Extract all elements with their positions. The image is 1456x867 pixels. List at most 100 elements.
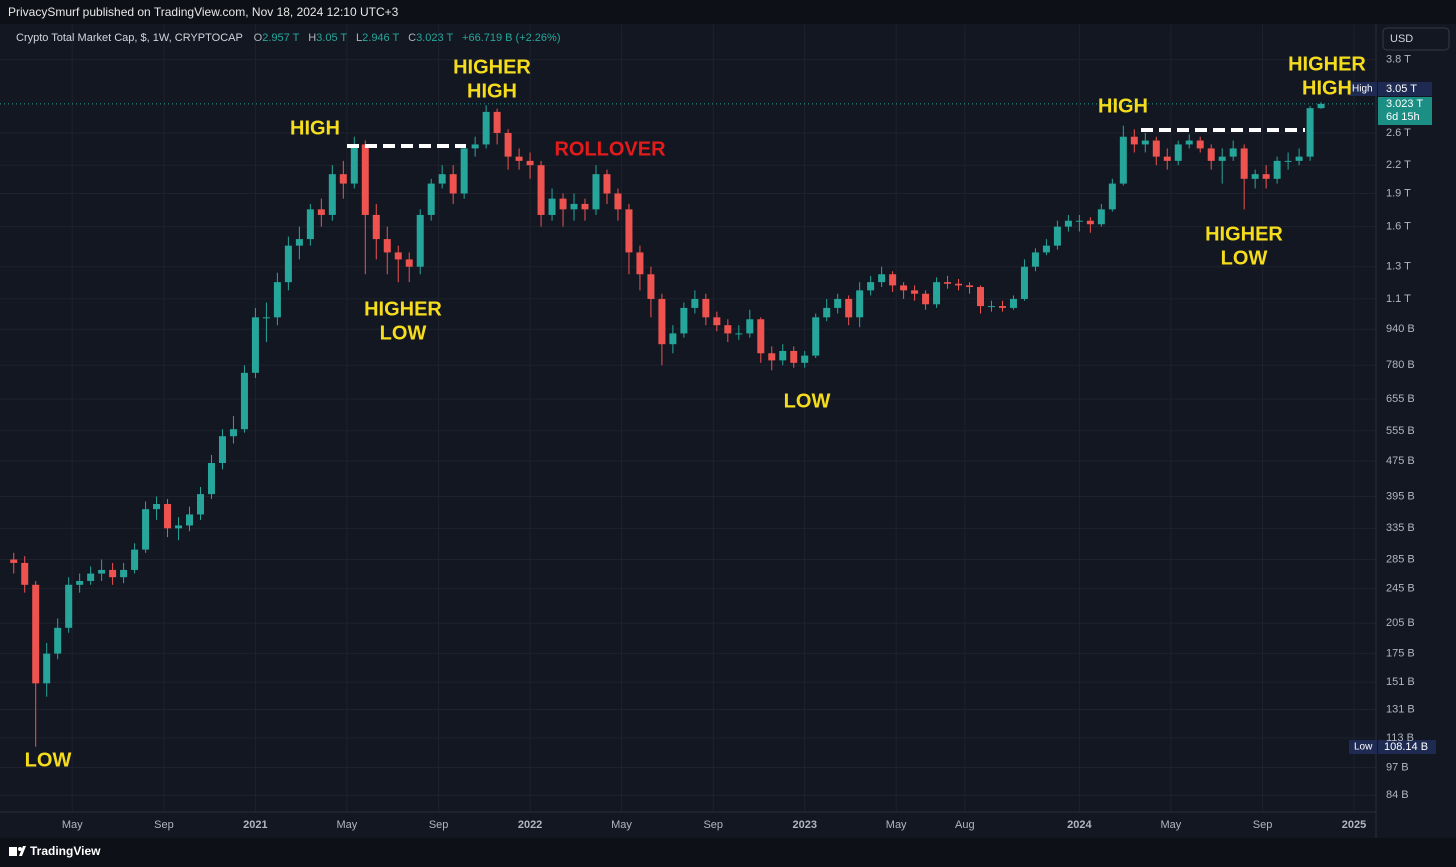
annotation: LOW <box>1221 247 1268 269</box>
candle-body <box>603 174 611 194</box>
change: +66.719 B (+2.26%) <box>462 32 560 44</box>
candle-body <box>1262 174 1270 179</box>
candle-body <box>757 319 765 354</box>
candle-body <box>1009 298 1017 308</box>
candle-body <box>1185 140 1193 145</box>
candle-body <box>987 306 995 308</box>
logo <box>9 846 26 856</box>
x-tick-label: 2025 <box>1342 819 1366 831</box>
candle-body <box>713 317 721 326</box>
candle-body <box>240 372 248 430</box>
grid <box>0 25 1376 812</box>
candle-body <box>350 144 358 184</box>
candle-body <box>537 165 545 215</box>
candle-body <box>1042 245 1050 253</box>
annotation: HIGHER <box>1288 53 1366 75</box>
candle-body <box>1317 103 1325 109</box>
x-tick-label: 2023 <box>792 819 816 831</box>
candle-body <box>295 239 303 246</box>
candle-body <box>416 214 424 267</box>
header-bar <box>0 0 1456 24</box>
y-tick-label: 655 B <box>1386 393 1415 405</box>
x-tick-label: May <box>1160 819 1181 831</box>
currency-button[interactable] <box>1382 27 1450 51</box>
candle-body <box>1229 148 1237 157</box>
candle-body <box>1196 140 1204 149</box>
currency[interactable]: USD <box>1390 33 1413 45</box>
candle-body <box>372 214 380 240</box>
x-tick-label: Sep <box>703 819 723 831</box>
ohlc-label: O <box>254 32 263 44</box>
candle-body <box>570 203 578 210</box>
brand: TradingView <box>30 844 101 858</box>
candle-body <box>1119 136 1127 184</box>
candle-body <box>438 174 446 184</box>
low-badge <box>1349 740 1377 754</box>
x-tick-label: Aug <box>955 819 975 831</box>
y-tick-label: 131 B <box>1386 703 1415 715</box>
candle-body <box>515 156 523 161</box>
candle-body <box>142 509 150 550</box>
last-price: 3.023 T <box>1386 98 1423 110</box>
candle-body <box>87 573 95 581</box>
x-tick-label: 2022 <box>518 819 542 831</box>
high-label: High <box>1352 84 1373 95</box>
candle-body <box>790 350 798 363</box>
candle-body <box>1152 140 1160 157</box>
footer-bar <box>0 838 1456 867</box>
candle-body <box>526 160 534 166</box>
y-tick-label: 1.3 T <box>1386 261 1411 273</box>
candle-body <box>120 569 128 578</box>
candle-body <box>98 569 106 574</box>
candle-body <box>405 259 413 267</box>
annotations: LOWHIGHHIGHERLOWHIGHERHIGHROLLOVERLOWHIG… <box>25 53 1367 771</box>
y-tick-label: 940 B <box>1386 323 1415 335</box>
y-tick-label: 2.2 T <box>1386 159 1411 171</box>
y-tick-label: 205 B <box>1386 617 1415 629</box>
y-tick-label: 2.6 T <box>1386 127 1411 139</box>
candle-body <box>460 148 468 194</box>
candle-body <box>1240 148 1248 179</box>
y-tick-label: 84 B <box>1386 789 1409 801</box>
candle-body <box>32 584 40 684</box>
candle-body <box>1064 220 1072 227</box>
candle-body <box>1075 220 1083 222</box>
candle-body <box>471 144 479 149</box>
symbol: Crypto Total Market Cap, $, 1W, CRYPTOCA… <box>16 32 243 44</box>
high-value: 3.05 T <box>1386 83 1417 95</box>
countdown: 6d 15h <box>1386 111 1420 123</box>
candle-body <box>581 203 589 210</box>
candle-body <box>284 245 292 283</box>
annotation: ROLLOVER <box>554 138 666 160</box>
candle-body <box>1031 252 1039 267</box>
ohlc-value: 3.05 T <box>316 32 347 44</box>
candle-body <box>1284 160 1292 162</box>
candle-body <box>43 653 51 684</box>
annotation: HIGH <box>1302 77 1352 99</box>
y-tick-label: 97 B <box>1386 761 1409 773</box>
candle-body <box>834 298 842 308</box>
candle-body <box>317 209 325 215</box>
y-tick-label: 285 B <box>1386 553 1415 565</box>
y-tick-label: 475 B <box>1386 455 1415 467</box>
candle-body <box>10 559 18 563</box>
y-tick-label: 151 B <box>1386 676 1415 688</box>
candle-body <box>900 285 908 291</box>
candle-body <box>449 174 457 194</box>
candle-body <box>1251 174 1259 179</box>
x-tick-label: Sep <box>1253 819 1273 831</box>
candle-body <box>636 252 644 275</box>
candle-body <box>779 350 787 361</box>
candle-body <box>361 144 369 215</box>
candle-body <box>1130 136 1138 145</box>
annotation: LOW <box>25 749 72 771</box>
annotation: LOW <box>380 322 427 344</box>
y-tick-label: 395 B <box>1386 490 1415 502</box>
y-tick-label: 113 B <box>1386 732 1414 744</box>
candle-body <box>1086 220 1094 225</box>
candle-body <box>493 111 501 133</box>
candle-body <box>658 298 666 345</box>
candle-body <box>559 198 567 210</box>
